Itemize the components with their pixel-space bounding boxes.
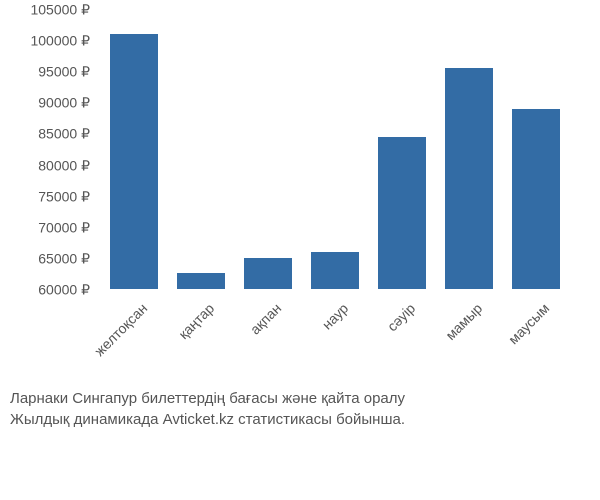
y-tick-label: 80000 ₽ [38, 157, 90, 174]
y-tick-label: 75000 ₽ [38, 188, 90, 205]
x-tick-label: ақпан [247, 300, 284, 337]
chart-caption: Ларнаки Сингапур билеттердің бағасы және… [10, 388, 590, 430]
bar [244, 258, 292, 289]
y-tick-label: 85000 ₽ [38, 126, 90, 143]
caption-line-1: Ларнаки Сингапур билеттердің бағасы және… [10, 388, 590, 409]
x-tick-label: маусым [506, 300, 553, 347]
bar [378, 137, 426, 289]
y-tick-label: 90000 ₽ [38, 95, 90, 112]
y-tick-label: 105000 ₽ [30, 2, 90, 19]
x-axis: желтоқсанқаңтарақпаннаурсәуірмамырмаусым [100, 295, 570, 385]
bar [512, 109, 560, 289]
chart-wrapper: 60000 ₽ 65000 ₽ 70000 ₽ 75000 ₽ 80000 ₽ 85000… [0, 10, 600, 390]
caption-line-2: Жылдық динамикада Avticket.kz статистика… [10, 409, 590, 430]
y-tick-label: 95000 ₽ [38, 64, 90, 81]
x-tick-label: желтоқсан [91, 300, 150, 359]
y-tick-label: 100000 ₽ [30, 33, 90, 50]
bar [110, 34, 158, 289]
bar [311, 252, 359, 289]
y-axis: 60000 ₽65000 ₽70000 ₽75000 ₽80000 ₽85000… [0, 10, 95, 290]
y-tick-label: 60000 ₽ [38, 282, 90, 299]
bars-container [100, 10, 570, 290]
x-tick-label: сәуір [384, 300, 418, 334]
plot-area [100, 10, 570, 290]
x-tick-label: мамыр [443, 300, 486, 343]
y-tick-label: 70000 ₽ [38, 219, 90, 236]
bar [177, 273, 225, 289]
y-tick-label: 65000 ₽ [38, 250, 90, 267]
x-tick-label: наур [319, 300, 352, 333]
x-tick-label: қаңтар [175, 300, 217, 342]
bar [445, 68, 493, 289]
